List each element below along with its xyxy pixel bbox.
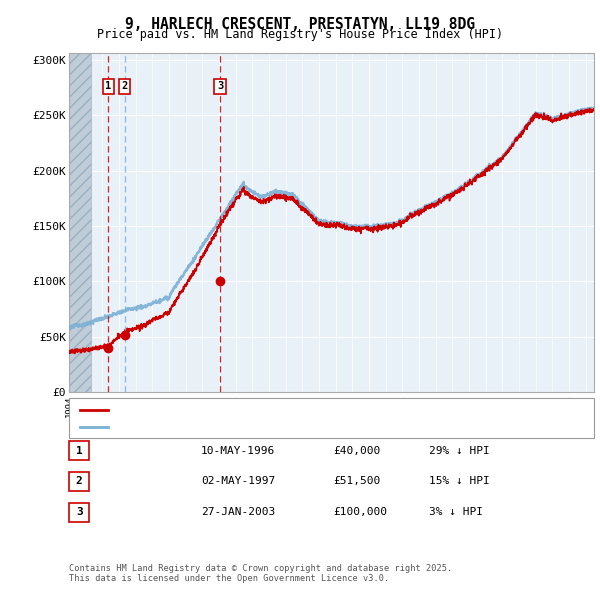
Text: 9, HARLECH CRESCENT, PRESTATYN, LL19 8DG (detached house): 9, HARLECH CRESCENT, PRESTATYN, LL19 8DG… [113,405,455,415]
Bar [69,53,91,392]
Text: £100,000: £100,000 [333,507,387,517]
Text: 15% ↓ HPI: 15% ↓ HPI [429,477,490,486]
Text: 3: 3 [217,81,223,91]
Text: Price paid vs. HM Land Registry's House Price Index (HPI): Price paid vs. HM Land Registry's House … [97,28,503,41]
Text: 1: 1 [105,81,112,91]
Text: 02-MAY-1997: 02-MAY-1997 [201,477,275,486]
Text: £51,500: £51,500 [333,477,380,486]
Text: 3: 3 [76,507,83,517]
Text: Contains HM Land Registry data © Crown copyright and database right 2025.
This d: Contains HM Land Registry data © Crown c… [69,563,452,583]
Text: HPI: Average price, detached house, Denbighshire: HPI: Average price, detached house, Denb… [113,421,401,431]
Text: 2: 2 [76,477,83,486]
Text: 2: 2 [121,81,128,91]
Text: 29% ↓ HPI: 29% ↓ HPI [429,446,490,455]
Text: 3% ↓ HPI: 3% ↓ HPI [429,507,483,517]
Text: 27-JAN-2003: 27-JAN-2003 [201,507,275,517]
Text: 10-MAY-1996: 10-MAY-1996 [201,446,275,455]
Text: £40,000: £40,000 [333,446,380,455]
Text: 9, HARLECH CRESCENT, PRESTATYN, LL19 8DG: 9, HARLECH CRESCENT, PRESTATYN, LL19 8DG [125,17,475,31]
Text: 1: 1 [76,446,83,455]
